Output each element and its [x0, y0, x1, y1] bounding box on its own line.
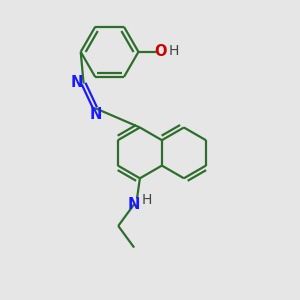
Text: H: H	[142, 193, 152, 207]
Text: N: N	[128, 197, 140, 212]
Text: H: H	[169, 44, 179, 58]
Text: N: N	[89, 107, 102, 122]
Text: O: O	[154, 44, 167, 59]
Text: N: N	[71, 75, 83, 90]
